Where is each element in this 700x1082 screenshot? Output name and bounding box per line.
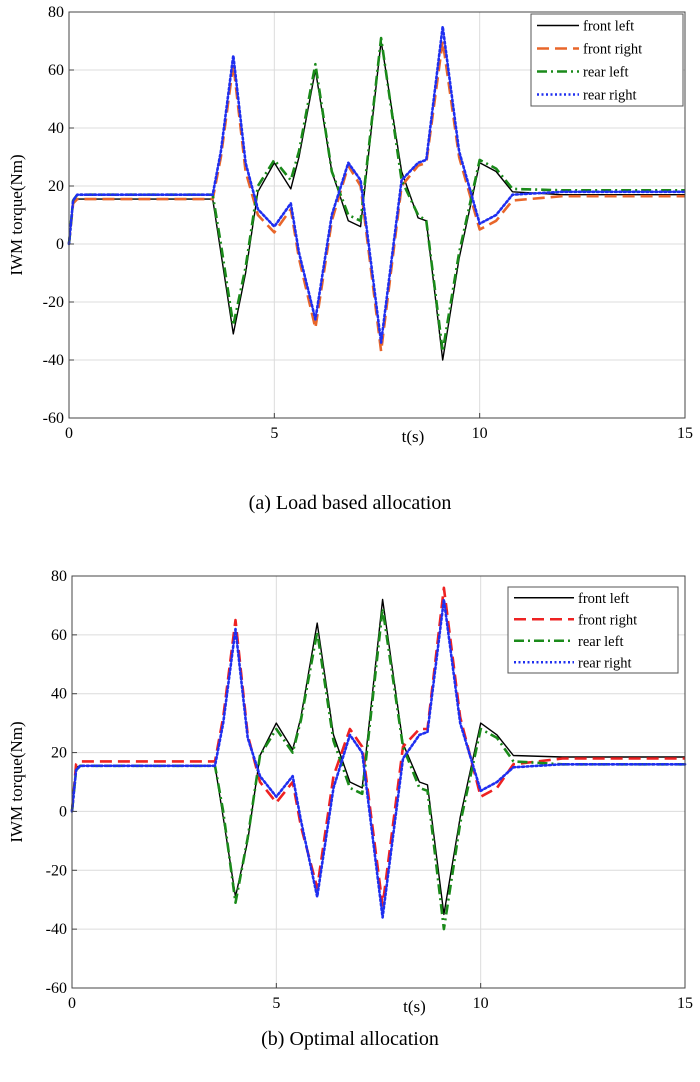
x-tick-label: 0: [65, 425, 73, 442]
caption-b: (b) Optimal allocation: [261, 1028, 439, 1050]
legend-label: front left: [578, 591, 629, 607]
legend: [507, 586, 679, 674]
y-tick-label: -60: [43, 410, 64, 427]
y-tick-label: 60: [51, 627, 67, 644]
x-tick-label: 5: [272, 995, 280, 1012]
series-line-rear-right: [67, 25, 687, 344]
x-tick-label: 10: [473, 995, 489, 1012]
figure-b: 0 5 10 15 -60 -40 -20 0 20 40 60 80 t(s) IWM torque(N…: [0, 541, 700, 1082]
series-line-rear-left: [67, 36, 685, 353]
y-tick-label: -40: [46, 921, 67, 938]
legend-label: front right: [578, 612, 637, 628]
legend-label: rear left: [583, 65, 628, 81]
y-tick-label: 40: [48, 120, 64, 137]
y-tick-label: 60: [48, 62, 64, 79]
y-axis-label: IWM torque(Nm): [7, 721, 26, 842]
legend-label: rear right: [583, 88, 637, 104]
y-tick-label: 0: [56, 236, 64, 253]
caption-a: (a) Load based allocation: [248, 492, 452, 514]
x-tick-label: 15: [677, 995, 693, 1012]
x-tick-label: 10: [472, 425, 488, 442]
y-tick-label: -60: [46, 980, 67, 997]
figure-a: 0 5 10 15 -60 -40 -20 0 20 40 60 80 t(s) IWM torque(N…: [7, 4, 693, 514]
y-tick-label: -40: [43, 352, 64, 369]
y-tick-label: 80: [51, 568, 67, 585]
x-tick-label: 0: [68, 995, 76, 1012]
x-tick-label: 5: [270, 425, 278, 442]
legend-label: front left: [583, 19, 634, 35]
y-axis-label: IWM torque(Nm): [7, 154, 26, 275]
legend-label: front right: [583, 42, 642, 58]
y-tick-label: -20: [46, 862, 67, 879]
x-axis-label: t(s): [402, 427, 425, 446]
y-tick-label: -20: [43, 294, 64, 311]
axes-frame: [68, 11, 686, 419]
y-tick-label: 40: [51, 686, 67, 703]
series-line-rear-right: [70, 598, 687, 919]
y-tick-label: 80: [48, 4, 64, 21]
y-tick-label: 20: [48, 178, 64, 195]
axes-frame: [71, 575, 686, 989]
legend-label: rear right: [578, 655, 632, 671]
chart-a: 0 5 10 15 -60 -40 -20 0 20 40 60 80 t(s) IWM torque(N…: [7, 4, 693, 446]
y-tick-label: 0: [59, 803, 67, 820]
legend-label: rear left: [578, 634, 623, 650]
chart-b: 0 5 10 15 -60 -40 -20 0 20 40 60 80 t(s) IWM torque(N…: [7, 568, 693, 1016]
x-axis-label: t(s): [403, 997, 426, 1016]
y-tick-label: 20: [51, 745, 67, 762]
legend: [530, 13, 684, 107]
x-tick-label: 15: [677, 425, 693, 442]
